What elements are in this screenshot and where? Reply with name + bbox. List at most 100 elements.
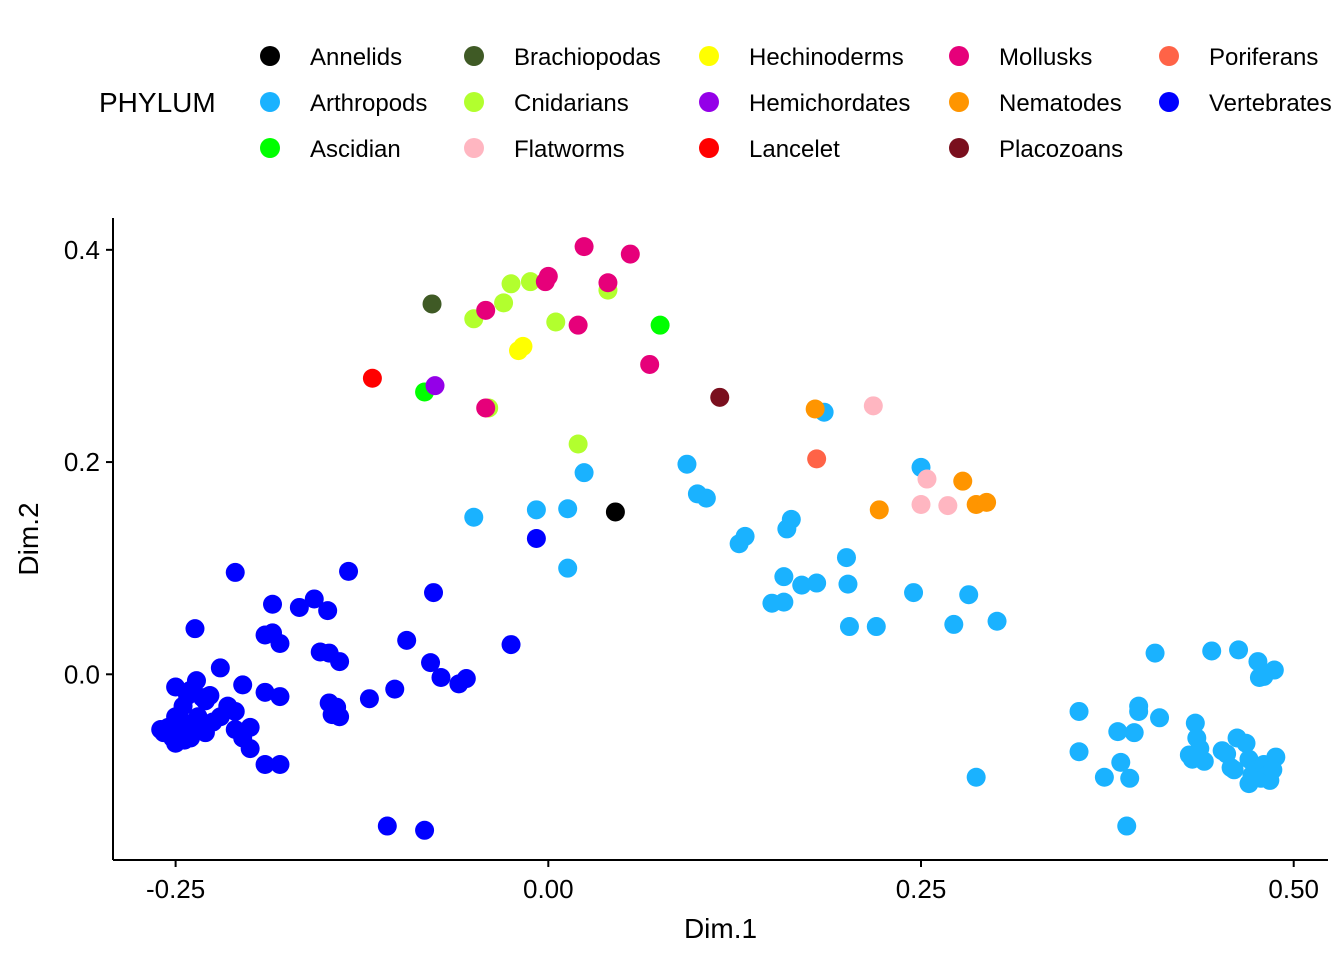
point-arthropods [574, 463, 594, 483]
legend-label-flatworms: Flatworms [514, 136, 625, 163]
point-vertebrates [185, 619, 205, 639]
point-mollusks [568, 315, 588, 335]
x-axis-title: Dim.1 [684, 913, 757, 944]
legend-label-cnidarians: Cnidarians [514, 90, 629, 117]
point-vertebrates [151, 719, 171, 739]
x-tick-label: 0.50 [1268, 874, 1319, 904]
point-arthropods [807, 573, 827, 593]
point-arthropods [792, 575, 812, 595]
point-arthropods [987, 611, 1007, 631]
point-vertebrates [456, 669, 476, 689]
point-vertebrates [170, 726, 190, 746]
point-nematodes [805, 399, 825, 419]
point-arthropods [1224, 760, 1244, 780]
legend-swatch-nematodes [949, 92, 969, 112]
point-arthropods [558, 558, 578, 578]
point-brachiopodas [422, 294, 442, 314]
point-arthropods [904, 583, 924, 603]
point-mollusks [574, 237, 594, 257]
legend-label-lancelet: Lancelet [749, 136, 840, 163]
y-ticks: 0.0 0.2 0.4 [64, 235, 113, 689]
point-flatworms [917, 469, 937, 489]
point-arthropods [836, 548, 856, 568]
point-nematodes [953, 471, 973, 491]
legend-label-nematodes: Nematodes [999, 90, 1122, 117]
point-arthropods [1236, 733, 1256, 753]
point-arthropods [1185, 713, 1205, 733]
point-arthropods [774, 567, 794, 587]
point-vertebrates [270, 754, 290, 774]
point-vertebrates [255, 682, 275, 702]
legend-label-hechinoderms: Hechinoderms [749, 44, 904, 71]
point-arthropods [1120, 768, 1140, 788]
point-flatworms [863, 396, 883, 416]
point-arthropods [1129, 701, 1149, 721]
point-arthropods [774, 592, 794, 612]
point-arthropods [1124, 723, 1144, 743]
legend-label-vertebrates: Vertebrates [1209, 90, 1332, 117]
point-arthropods [866, 617, 886, 637]
point-vertebrates [397, 630, 417, 650]
legend-label-placozoans: Placozoans [999, 136, 1123, 163]
legend-swatch-placozoans [949, 138, 969, 158]
y-tick-label: 0.2 [64, 447, 100, 477]
point-cnidarians [546, 312, 566, 332]
point-arthropods [696, 488, 716, 508]
point-arthropods [781, 509, 801, 529]
legend-items: Annelids Arthropods Ascidian Brachiopodas Cn… [260, 44, 1332, 163]
point-vertebrates [330, 707, 350, 727]
point-vertebrates [178, 686, 198, 706]
point-vertebrates [526, 528, 546, 548]
point-vertebrates [240, 717, 260, 737]
point-cnidarians [501, 274, 521, 294]
point-arthropods [838, 574, 858, 594]
legend-swatch-hemichordates [699, 92, 719, 112]
legend-swatch-vertebrates [1159, 92, 1179, 112]
point-arthropods [735, 526, 755, 546]
point-hemichordates [425, 376, 445, 396]
legend: PHYLUM Annelids Arthropods Ascidian Brachio… [99, 44, 1332, 163]
point-arthropods [959, 585, 979, 605]
point-nematodes [869, 500, 889, 520]
point-flatworms [911, 495, 931, 515]
point-lancelet [362, 368, 382, 388]
legend-swatch-hechinoderms [699, 46, 719, 66]
point-vertebrates [415, 820, 435, 840]
point-arthropods [1150, 708, 1170, 728]
legend-swatch-flatworms [464, 138, 484, 158]
point-vertebrates [385, 679, 405, 699]
point-cnidarians [520, 272, 540, 292]
point-vertebrates [289, 597, 309, 617]
legend-label-brachiopodas: Brachiopodas [514, 44, 661, 71]
point-arthropods [526, 500, 546, 520]
point-vertebrates [192, 688, 212, 708]
point-arthropods [1094, 767, 1114, 787]
point-arthropods [1111, 752, 1131, 772]
point-vertebrates [359, 689, 379, 709]
legend-swatch-annelids [260, 46, 280, 66]
point-poriferans [807, 449, 827, 469]
point-arthropods [1248, 652, 1268, 672]
point-vertebrates [304, 589, 324, 609]
point-arthropods [944, 614, 964, 634]
point-vertebrates [339, 561, 359, 581]
plot-area: -0.25 0.00 0.25 0.50 0.0 0.2 0.4 Dim.1 Dim.2 [13, 218, 1328, 944]
point-vertebrates [255, 754, 275, 774]
legend-label-hemichordates: Hemichordates [749, 90, 910, 117]
point-ascidian [650, 315, 670, 335]
legend-swatch-arthropods [260, 92, 280, 112]
x-tick-label: 0.25 [896, 874, 947, 904]
point-arthropods [839, 617, 859, 637]
legend-title: PHYLUM [99, 87, 216, 118]
point-mollusks [476, 398, 496, 418]
x-tick-label: 0.00 [523, 874, 574, 904]
x-ticks: -0.25 0.00 0.25 0.50 [146, 860, 1319, 904]
legend-swatch-ascidian [260, 138, 280, 158]
point-arthropods [1263, 760, 1283, 780]
point-vertebrates [330, 652, 350, 672]
point-vertebrates [210, 658, 230, 678]
point-hechinoderms [513, 336, 533, 356]
point-vertebrates [270, 634, 290, 654]
y-tick-label: 0.4 [64, 235, 100, 265]
y-axis-title: Dim.2 [13, 502, 44, 575]
